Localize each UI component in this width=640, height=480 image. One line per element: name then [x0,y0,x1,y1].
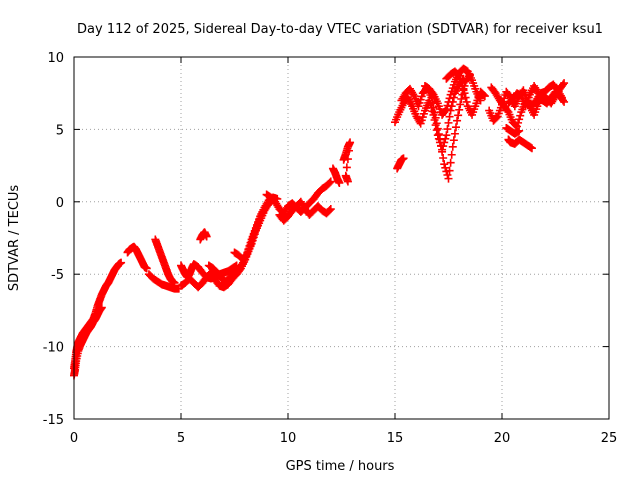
data-point-sat-c [142,264,151,273]
data-point-sat-q [441,163,450,172]
data-point-sat-o [399,154,408,163]
data-point-sat-q [445,166,454,175]
data-point-sat-q [455,105,464,114]
data-point-sat-p [444,118,453,127]
y-tick-label: 5 [56,123,64,138]
data-points [70,64,569,380]
data-point-sat-s [454,70,463,79]
x-tick-label: 20 [494,431,511,446]
data-point-sat-k [326,177,335,186]
data-point-sat-r [444,97,453,106]
data-point-sat-k [325,178,334,187]
data-point-sat-a [117,258,126,267]
data-point-sat-q [437,141,446,150]
data-point-sat-q [434,130,443,139]
data-point-sat-r [443,101,452,110]
data-point-sat-q [443,171,452,180]
data-point-sat-p [442,131,451,140]
y-tick-label: -15 [43,413,64,428]
data-point-sat-s [459,84,468,93]
data-point-sat-m [335,178,344,187]
x-tick-label: 0 [70,431,78,446]
data-point-sat-q [448,142,457,151]
data-point-sat-r [442,105,451,114]
plot-frame [73,56,610,420]
data-point-sat-s [479,91,488,100]
data-point-sat-q [435,135,444,144]
x-tick-label: 10 [280,431,297,446]
data-point-sat-v [560,97,569,106]
data-point-sat-s [461,93,470,102]
data-point-sat-q [454,111,463,120]
data-point-sat-p [445,112,454,121]
data-point-sat-s [462,97,471,106]
data-point-sat-q [449,136,458,145]
data-point-sat-q [446,158,455,167]
data-point-sat-n [342,163,351,172]
chart-title: Day 112 of 2025, Sidereal Day-to-day VTE… [77,22,603,37]
data-point-sat-q [444,174,453,183]
data-point-sat-p [443,125,452,134]
data-point-sat-q [431,113,440,122]
data-point-sat-q [456,100,465,109]
data-point-sat-q [453,116,462,125]
data-point-sat-u [515,115,524,124]
data-point-sat-x [515,126,524,135]
data-point-sat-i [202,232,211,241]
data-point-sat-r [441,106,450,115]
x-tick-label: 25 [601,431,618,446]
y-tick-label: 10 [47,51,64,66]
data-point-sat-n [343,155,352,164]
data-point-sat-n [343,177,352,186]
data-point-sat-q [451,123,460,132]
data-point-sat-q [457,94,466,103]
data-point-sat-q [409,90,418,99]
data-point-sat-u [514,118,523,127]
data-point-sat-l [325,206,334,215]
data-point-sat-q [429,103,438,112]
y-tick-label: -5 [51,268,64,283]
data-point-sat-u [558,80,567,89]
data-point-sat-q [439,153,448,162]
data-point-sat-v [558,96,567,105]
data-point-sat-s [480,92,489,101]
data-point-sat-s [460,89,469,98]
y-axis-label: SDTVAR / TECUs [7,185,22,292]
y-tick-label: -10 [43,341,64,356]
data-point-sat-n [346,138,355,147]
data-point-sat-u [560,79,569,88]
data-point-sat-u [516,111,525,120]
data-point-sat-w [527,144,536,153]
data-point-sat-q [438,147,447,156]
data-point-sat-q [450,129,459,138]
data-point-sat-q [433,124,442,133]
data-point-sat-n [344,146,353,155]
y-tick-label: 0 [56,196,64,211]
data-point-sat-q [432,119,441,128]
data-point-sat-l [326,205,335,214]
x-tick-label: 15 [387,431,404,446]
x-tick-label: 5 [177,431,185,446]
data-point-sat-r [445,94,454,103]
x-axis-label: GPS time / hours [286,459,395,474]
data-point-sat-q [447,150,456,159]
data-point-sat-q [440,160,449,169]
data-point-sat-b [97,303,106,312]
